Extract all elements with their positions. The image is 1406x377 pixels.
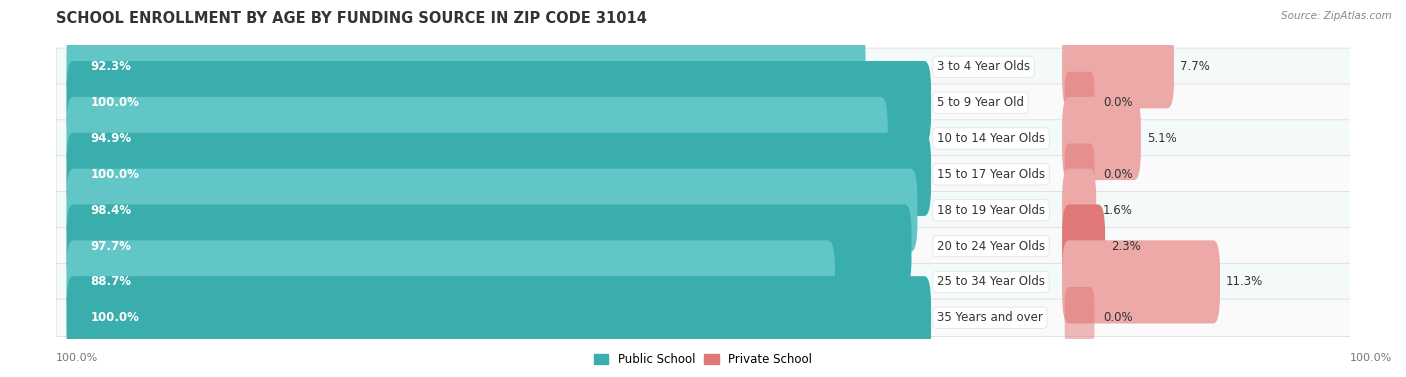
- Text: 15 to 17 Year Olds: 15 to 17 Year Olds: [936, 168, 1045, 181]
- FancyBboxPatch shape: [1062, 97, 1140, 180]
- Text: 0.0%: 0.0%: [1102, 168, 1133, 181]
- FancyBboxPatch shape: [1062, 240, 1220, 323]
- Text: 7.7%: 7.7%: [1180, 60, 1209, 73]
- Text: 35 Years and over: 35 Years and over: [936, 311, 1043, 324]
- Text: 97.7%: 97.7%: [90, 239, 131, 253]
- Text: 5 to 9 Year Old: 5 to 9 Year Old: [936, 96, 1024, 109]
- FancyBboxPatch shape: [66, 61, 931, 144]
- FancyBboxPatch shape: [66, 133, 931, 216]
- Text: Source: ZipAtlas.com: Source: ZipAtlas.com: [1281, 11, 1392, 21]
- Text: 88.7%: 88.7%: [90, 276, 131, 288]
- FancyBboxPatch shape: [1062, 25, 1174, 108]
- FancyBboxPatch shape: [56, 192, 1367, 229]
- FancyBboxPatch shape: [1064, 287, 1094, 349]
- Text: 92.3%: 92.3%: [90, 60, 131, 73]
- Text: 100.0%: 100.0%: [1350, 353, 1392, 363]
- Text: 5.1%: 5.1%: [1147, 132, 1177, 145]
- FancyBboxPatch shape: [56, 227, 1367, 265]
- FancyBboxPatch shape: [56, 263, 1367, 300]
- Text: 0.0%: 0.0%: [1102, 311, 1133, 324]
- Text: 18 to 19 Year Olds: 18 to 19 Year Olds: [936, 204, 1045, 217]
- FancyBboxPatch shape: [1064, 144, 1094, 205]
- FancyBboxPatch shape: [56, 156, 1367, 193]
- FancyBboxPatch shape: [56, 299, 1367, 336]
- Text: 0.0%: 0.0%: [1102, 96, 1133, 109]
- FancyBboxPatch shape: [1064, 72, 1094, 133]
- FancyBboxPatch shape: [56, 48, 1367, 86]
- Text: 100.0%: 100.0%: [90, 96, 139, 109]
- FancyBboxPatch shape: [66, 25, 866, 108]
- Text: SCHOOL ENROLLMENT BY AGE BY FUNDING SOURCE IN ZIP CODE 31014: SCHOOL ENROLLMENT BY AGE BY FUNDING SOUR…: [56, 11, 647, 26]
- FancyBboxPatch shape: [56, 120, 1367, 157]
- Text: 100.0%: 100.0%: [90, 168, 139, 181]
- Text: 25 to 34 Year Olds: 25 to 34 Year Olds: [936, 276, 1045, 288]
- FancyBboxPatch shape: [66, 276, 931, 359]
- Text: 100.0%: 100.0%: [90, 311, 139, 324]
- Text: 20 to 24 Year Olds: 20 to 24 Year Olds: [936, 239, 1045, 253]
- Text: 11.3%: 11.3%: [1226, 276, 1263, 288]
- Legend: Public School, Private School: Public School, Private School: [589, 349, 817, 371]
- Text: 100.0%: 100.0%: [56, 353, 98, 363]
- FancyBboxPatch shape: [56, 84, 1367, 121]
- FancyBboxPatch shape: [66, 204, 911, 288]
- Text: 3 to 4 Year Olds: 3 to 4 Year Olds: [936, 60, 1031, 73]
- FancyBboxPatch shape: [66, 240, 835, 323]
- Text: 2.3%: 2.3%: [1111, 239, 1140, 253]
- Text: 1.6%: 1.6%: [1102, 204, 1133, 217]
- FancyBboxPatch shape: [1062, 169, 1097, 252]
- FancyBboxPatch shape: [66, 97, 887, 180]
- Text: 10 to 14 Year Olds: 10 to 14 Year Olds: [936, 132, 1045, 145]
- Text: 94.9%: 94.9%: [90, 132, 131, 145]
- Text: 98.4%: 98.4%: [90, 204, 131, 217]
- FancyBboxPatch shape: [1062, 204, 1105, 288]
- FancyBboxPatch shape: [66, 169, 918, 252]
